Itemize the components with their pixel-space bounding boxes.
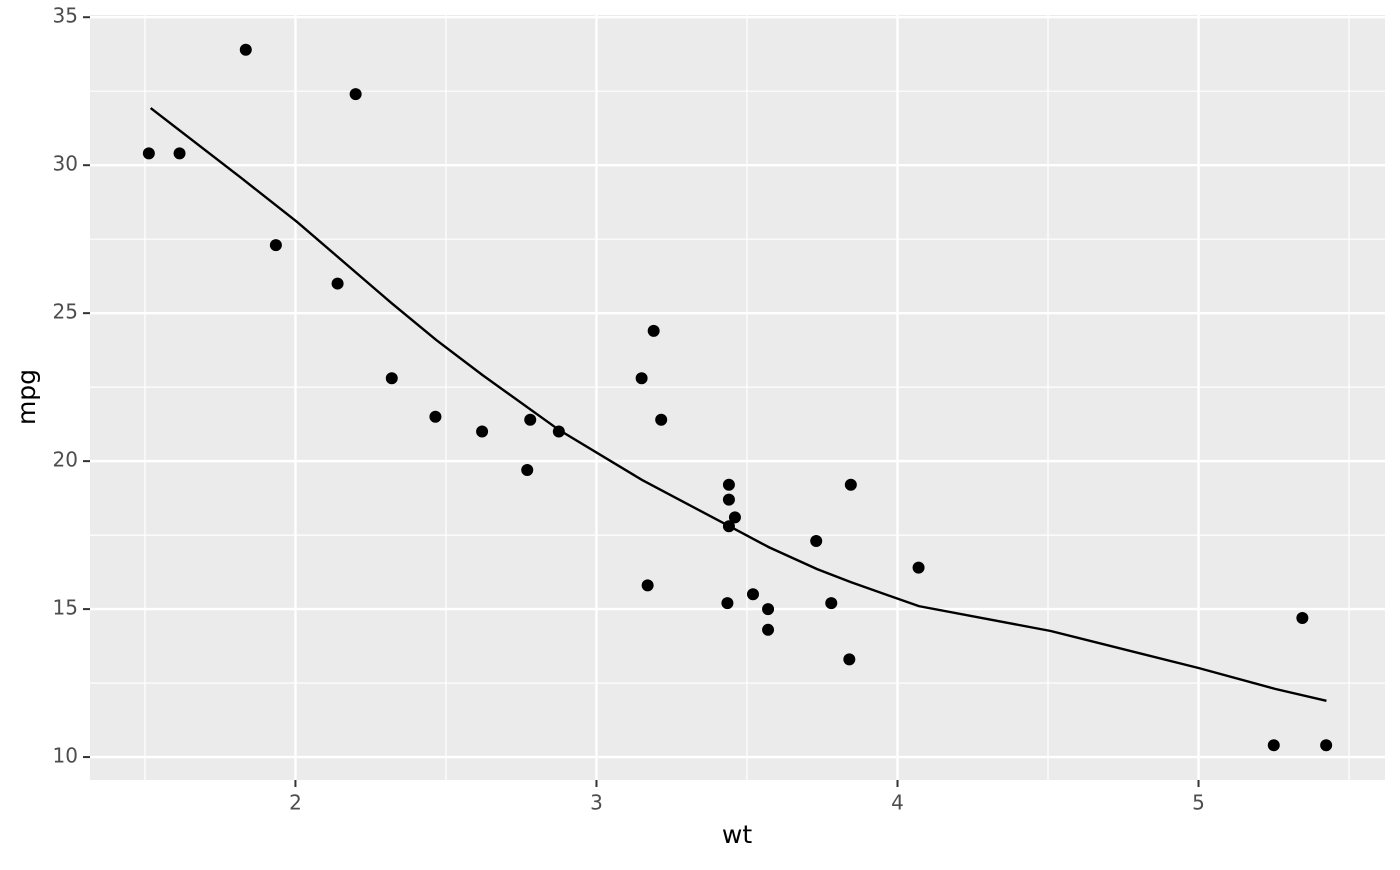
point bbox=[429, 410, 442, 423]
point bbox=[728, 511, 741, 524]
point bbox=[810, 535, 823, 548]
x-axis-title: wt bbox=[722, 820, 752, 849]
point bbox=[239, 43, 252, 56]
point bbox=[476, 425, 489, 438]
x-tick-label: 4 bbox=[891, 791, 904, 815]
point bbox=[843, 653, 856, 666]
point bbox=[722, 493, 735, 506]
point bbox=[521, 464, 534, 477]
panel bbox=[90, 15, 1385, 780]
y-tick-label: 25 bbox=[53, 300, 78, 324]
point bbox=[912, 561, 925, 574]
point bbox=[173, 147, 186, 160]
y-tick-label: 10 bbox=[53, 744, 78, 768]
point bbox=[269, 239, 282, 252]
point bbox=[552, 425, 565, 438]
point bbox=[647, 324, 660, 337]
point bbox=[142, 147, 155, 160]
point bbox=[385, 372, 398, 385]
point bbox=[825, 597, 838, 610]
point bbox=[1296, 611, 1309, 624]
x-tick-label: 5 bbox=[1192, 791, 1205, 815]
y-tick-label: 15 bbox=[53, 596, 78, 620]
point bbox=[331, 277, 344, 290]
y-axis-title: mpg bbox=[12, 369, 41, 425]
point bbox=[721, 597, 734, 610]
point bbox=[635, 372, 648, 385]
point bbox=[349, 88, 362, 101]
x-tick-label: 3 bbox=[590, 791, 603, 815]
point bbox=[1320, 739, 1333, 752]
point bbox=[641, 579, 654, 592]
point bbox=[747, 588, 760, 601]
point bbox=[722, 520, 735, 533]
point bbox=[762, 603, 775, 616]
point bbox=[844, 478, 857, 491]
point bbox=[524, 413, 537, 426]
point bbox=[762, 623, 775, 636]
y-tick-label: 35 bbox=[53, 4, 78, 28]
y-tick-label: 30 bbox=[53, 152, 78, 176]
y-tick-label: 20 bbox=[53, 448, 78, 472]
point bbox=[1267, 739, 1280, 752]
x-tick-label: 2 bbox=[289, 791, 302, 815]
point bbox=[655, 413, 668, 426]
point bbox=[722, 478, 735, 491]
